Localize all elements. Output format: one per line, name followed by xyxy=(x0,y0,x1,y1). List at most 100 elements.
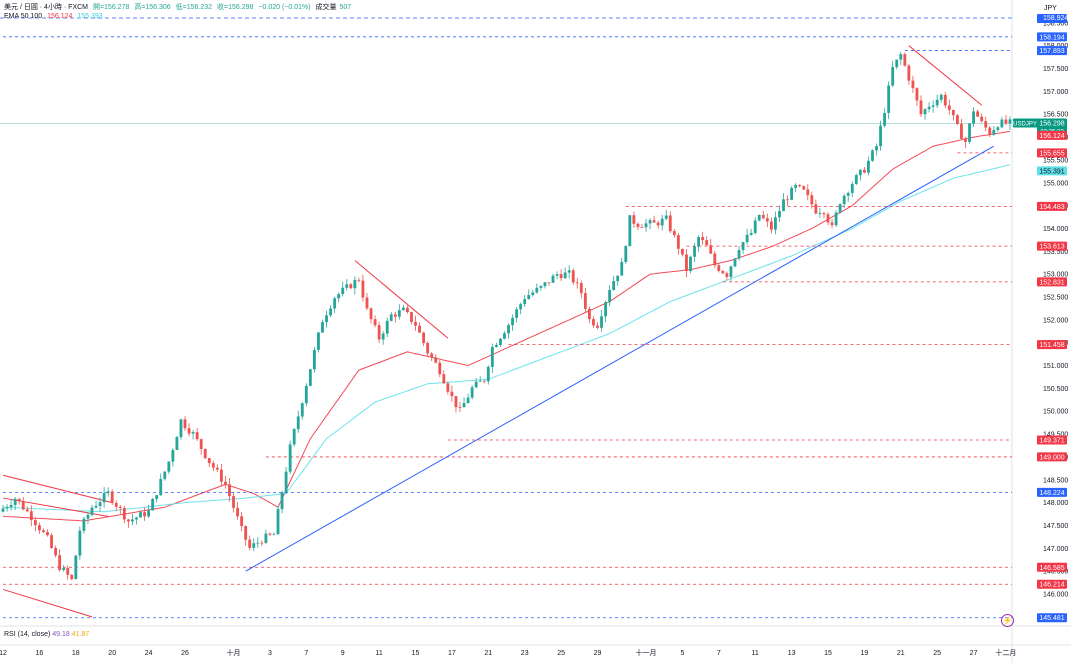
candle-up xyxy=(102,493,106,503)
candle-up xyxy=(834,212,838,226)
price-tick-label: 158.500 xyxy=(1043,20,1068,27)
candle-down xyxy=(219,469,223,482)
candle-down xyxy=(215,467,219,470)
candle-down xyxy=(50,535,53,548)
time-tick-label: 5 xyxy=(680,650,684,657)
candle-down xyxy=(442,374,446,384)
level-badge-label: 149.000 xyxy=(1039,454,1064,461)
candle-up xyxy=(155,495,159,499)
candle-up xyxy=(794,184,798,188)
price-tick-label: 157.000 xyxy=(1043,89,1068,96)
time-tick-label: 3 xyxy=(268,650,272,657)
candle-up xyxy=(737,250,741,259)
candle-up xyxy=(620,261,624,276)
level-badge-label: 155.655 xyxy=(1039,150,1064,157)
candle-up xyxy=(159,478,163,496)
candle-down xyxy=(29,511,33,521)
time-tick-label: 11 xyxy=(752,650,759,657)
candle-up xyxy=(333,298,337,309)
candle-up xyxy=(624,246,628,262)
candle-down xyxy=(571,270,575,283)
candle-down xyxy=(414,321,417,326)
candle-down xyxy=(228,484,231,497)
candle-down xyxy=(118,506,122,508)
level-badge-label: 153.613 xyxy=(1039,244,1064,251)
price-tick-label: 155.000 xyxy=(1043,180,1068,187)
symbol-badge-label: USDJPY xyxy=(1013,121,1037,127)
price-axis[interactable]: 146.000 146.500 147.000 147.500 148.000 148.5… xyxy=(1037,14,1068,599)
candle-up xyxy=(879,125,882,147)
price-tick-label: 158.924 xyxy=(1043,15,1068,22)
candle-down xyxy=(450,391,454,397)
candle-up xyxy=(401,307,405,311)
time-tick-label: 12 xyxy=(0,650,7,657)
ema50-value: 156.124 xyxy=(47,13,73,20)
time-tick-label: 11 xyxy=(375,650,382,657)
ema100-line xyxy=(2,164,1011,513)
candle-up xyxy=(996,127,1000,130)
level-badge xyxy=(1037,435,1067,445)
candle-up xyxy=(931,105,935,107)
price-tick-label: 152.000 xyxy=(1043,317,1068,324)
candle-down xyxy=(911,80,915,89)
level-badge xyxy=(1037,46,1067,56)
candle-up xyxy=(660,218,664,226)
candle-down xyxy=(46,532,49,536)
trend-lines xyxy=(2,45,995,618)
candle-up xyxy=(875,146,878,151)
level-badge xyxy=(1037,579,1067,589)
time-tick-label: 15 xyxy=(824,650,832,657)
candle-down xyxy=(652,220,656,223)
candle-down xyxy=(907,65,911,81)
time-tick-label: 15 xyxy=(412,650,420,657)
level-badge xyxy=(1037,277,1067,287)
candle-down xyxy=(183,419,187,429)
candle-down xyxy=(559,274,563,279)
candle-up xyxy=(927,106,931,110)
candle-up xyxy=(972,111,975,124)
candle-down xyxy=(349,284,353,289)
change-value: −0.020 (−0.01%) xyxy=(258,4,311,11)
time-tick-label: 26 xyxy=(181,650,189,657)
level-badge xyxy=(1037,562,1067,572)
candle-down xyxy=(709,245,713,254)
candle-up xyxy=(304,385,308,404)
candle-up xyxy=(612,281,616,291)
rsi-label[interactable]: RSI (14, close) xyxy=(4,631,51,638)
candle-up xyxy=(175,437,179,451)
candle-up xyxy=(341,287,345,295)
candle-up xyxy=(90,507,94,515)
candle-down xyxy=(187,428,191,434)
candle-up xyxy=(664,215,668,219)
candle-up xyxy=(867,160,870,173)
candle-down xyxy=(248,539,252,548)
rsi-value-1: 49.18 xyxy=(52,631,70,638)
candle-up xyxy=(499,338,502,345)
symbol-title[interactable]: 美元 / 日圓 · 4小時 · FXCM xyxy=(4,4,88,11)
time-axis[interactable]: 12 16 18 20 24 26 十月 3 7 9 11 15 17 21 23 25 29 十一月 5 7 11 13… xyxy=(0,648,1016,657)
candle-down xyxy=(422,332,426,344)
candle-up xyxy=(276,509,280,535)
candle-up xyxy=(252,543,256,548)
ema-label[interactable]: EMA 50 100 xyxy=(4,13,43,20)
lightning-icon[interactable]: ⚡ xyxy=(1001,614,1014,627)
candle-down xyxy=(592,319,595,326)
candle-up xyxy=(78,530,82,556)
candle-up xyxy=(899,54,903,60)
candle-up xyxy=(782,199,785,212)
price-tick-label: 150.000 xyxy=(1043,409,1068,416)
candle-up xyxy=(850,183,854,193)
candle-up xyxy=(891,67,895,86)
candle-up xyxy=(490,347,494,367)
level-badge xyxy=(1037,613,1067,623)
candle-up xyxy=(1,508,5,512)
candle-up xyxy=(13,498,17,505)
candle-up xyxy=(753,220,757,234)
candle-up xyxy=(733,258,737,267)
candle-down xyxy=(943,94,947,106)
candle-up xyxy=(5,507,9,509)
candle-up xyxy=(264,533,268,543)
candle-down xyxy=(438,362,442,375)
candle-up xyxy=(171,450,175,462)
